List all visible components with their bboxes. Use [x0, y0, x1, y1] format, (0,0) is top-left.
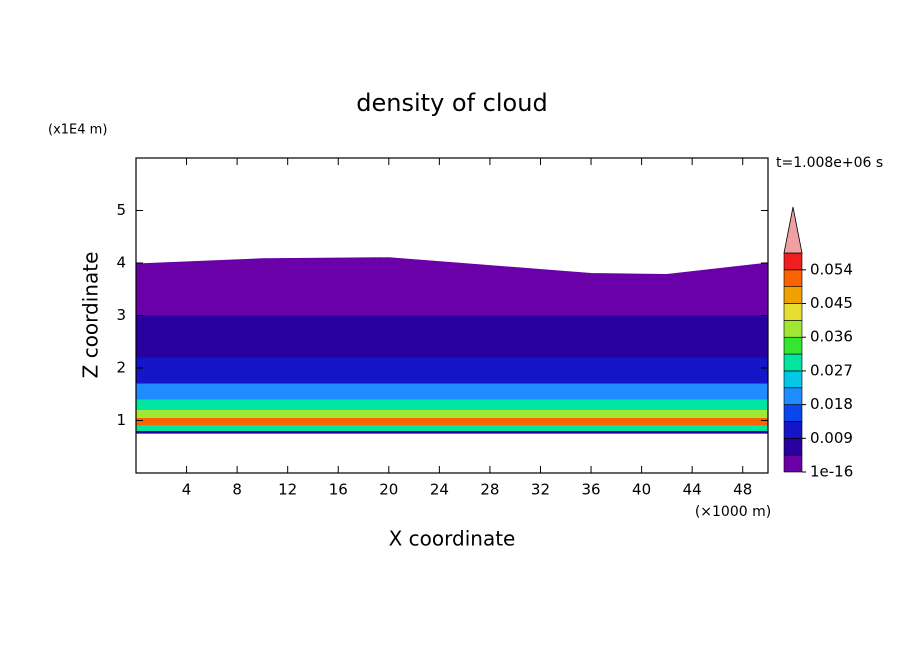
colorbar-tick-label: 0.036 — [810, 328, 853, 346]
y-tick-label: 5 — [116, 201, 126, 219]
chart-title: density of cloud — [356, 89, 547, 117]
colorbar-box — [783, 286, 803, 304]
field-band — [136, 257, 768, 316]
colorbar-box — [783, 404, 803, 422]
colorbar-tick-label: 0.027 — [810, 361, 853, 379]
x-tick-label: 16 — [329, 481, 348, 499]
y-tick-label: 1 — [116, 411, 126, 429]
y-tick-label: 3 — [116, 306, 126, 324]
field-band — [136, 399, 768, 410]
colorbar-box — [783, 269, 803, 287]
x-tick-label: 28 — [480, 481, 499, 499]
x-tick-label: 32 — [531, 481, 550, 499]
colorbar-box — [783, 336, 803, 355]
field-band — [136, 425, 768, 431]
field — [136, 257, 768, 434]
x-tick-label: 4 — [182, 481, 192, 499]
x-tick-label: 20 — [379, 481, 398, 499]
x-tick-label: 36 — [581, 481, 600, 499]
x-tick-label: 8 — [232, 481, 242, 499]
y-axis-label: Z coordinate — [79, 252, 103, 379]
x-axis-label: X coordinate — [389, 527, 516, 551]
colorbar-tick-label: 0.018 — [810, 395, 853, 413]
colorbar-box — [783, 454, 803, 473]
x-tick-label: 48 — [733, 481, 752, 499]
colorbar-box — [783, 438, 803, 456]
colorbar-box — [783, 303, 803, 321]
field-band — [136, 410, 768, 418]
colorbar-box — [783, 252, 803, 271]
colorbar-box — [783, 421, 803, 439]
colorbar-tick-label: 0.054 — [810, 260, 853, 278]
colorbar-tick-label: 0.009 — [810, 429, 853, 447]
x-tick-label: 12 — [278, 481, 297, 499]
colorbar-box — [783, 387, 803, 405]
cloud-top — [135, 257, 769, 276]
x-unit-label: (×1000 m) — [695, 504, 771, 520]
field-band — [136, 315, 768, 358]
field-band — [136, 357, 768, 384]
x-tick-label: 44 — [683, 481, 702, 499]
field-band — [136, 417, 768, 426]
colorbar-extension — [783, 206, 803, 254]
colorbar-tick-label: 0.045 — [810, 294, 853, 312]
time-label: t=1.008e+06 s — [776, 155, 883, 171]
field-band — [136, 383, 768, 400]
y-unit-label: (x1E4 m) — [48, 123, 107, 138]
colorbar-box — [783, 320, 803, 338]
colorbar-box — [783, 370, 803, 389]
field-band — [136, 431, 768, 434]
colorbar-tick-label: 1e-16 — [810, 463, 853, 481]
x-tick-label: 24 — [430, 481, 449, 499]
x-tick-label: 40 — [632, 481, 651, 499]
y-tick-label: 4 — [116, 254, 126, 272]
y-tick-label: 2 — [116, 359, 126, 377]
colorbar-box — [783, 353, 803, 372]
